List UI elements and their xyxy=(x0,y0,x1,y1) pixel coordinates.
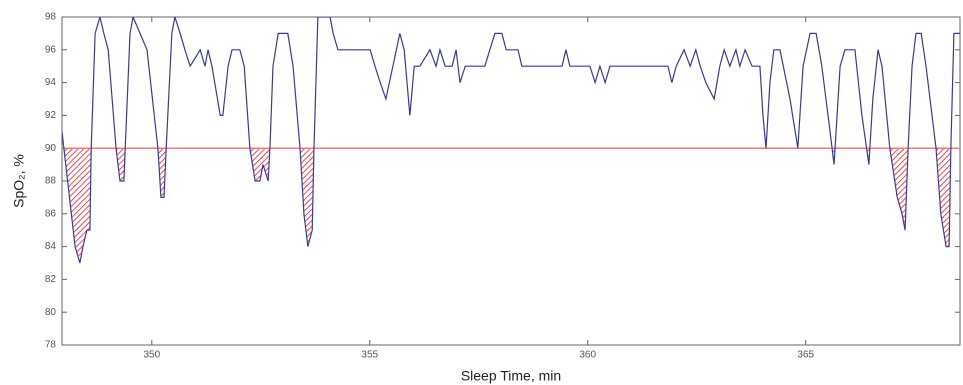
y-tick-label: 78 xyxy=(45,340,57,351)
y-tick-label: 88 xyxy=(45,176,57,187)
desaturation-hatch xyxy=(62,148,960,263)
x-tick-label: 360 xyxy=(579,350,596,361)
plot-area xyxy=(62,17,960,264)
spo2-line xyxy=(62,17,960,264)
y-tick-label: 94 xyxy=(45,77,57,88)
y-tick-label: 92 xyxy=(45,110,57,121)
y-tick-label: 96 xyxy=(45,44,57,55)
y-tick-label: 90 xyxy=(45,143,57,154)
y-tick-label: 82 xyxy=(45,274,57,285)
y-tick-label: 84 xyxy=(45,241,57,252)
y-axis-title: SpO₂, % xyxy=(11,154,27,208)
x-tick-label: 350 xyxy=(143,350,160,361)
y-tick-label: 98 xyxy=(45,12,57,23)
x-axis-title: Sleep Time, min xyxy=(461,368,561,384)
y-tick-label: 86 xyxy=(45,208,57,219)
plot-frame xyxy=(61,16,961,346)
y-tick-label: 80 xyxy=(45,307,57,318)
x-tick-label: 355 xyxy=(361,350,378,361)
x-tick-label: 365 xyxy=(797,350,814,361)
